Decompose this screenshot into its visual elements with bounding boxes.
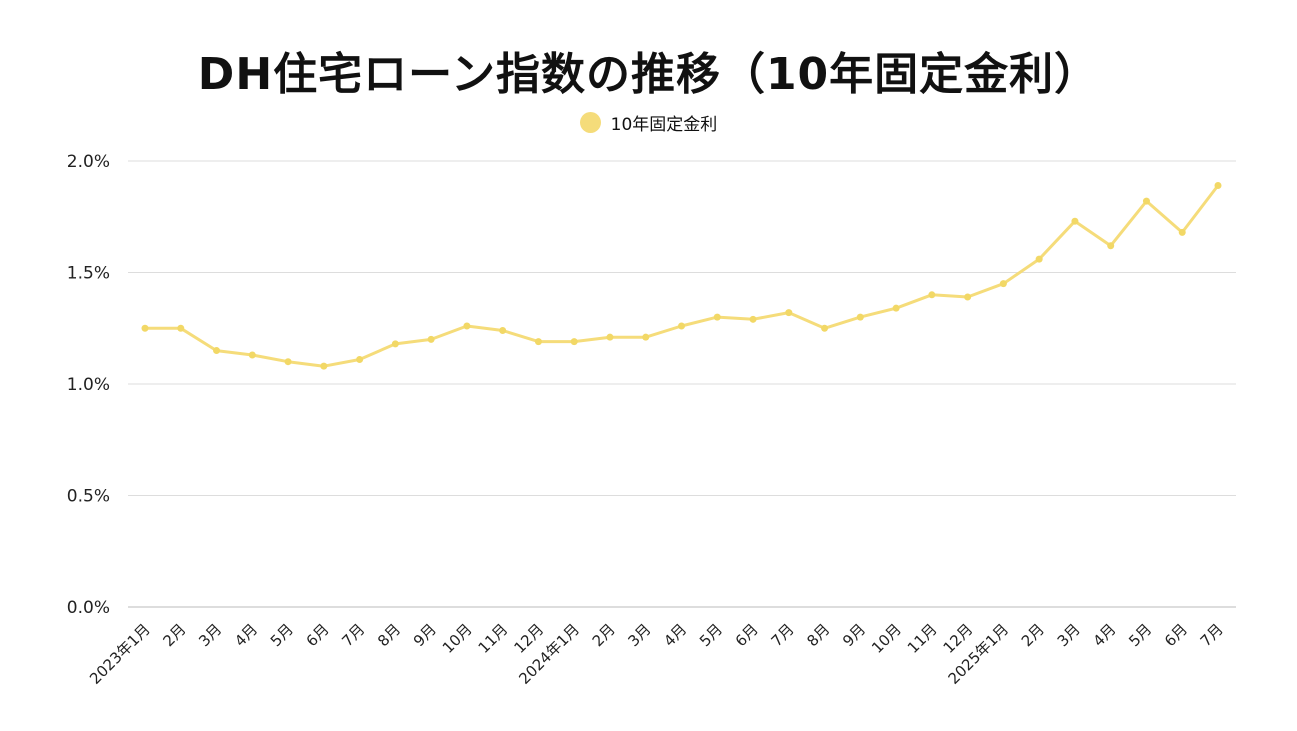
data-point	[499, 326, 507, 334]
data-point	[856, 313, 864, 321]
y-tick-label: 0.5%	[67, 487, 110, 507]
data-point	[570, 338, 578, 346]
data-point	[1214, 182, 1222, 190]
data-point	[928, 291, 936, 299]
x-tick-label: 10月	[868, 620, 905, 657]
x-tick-label: 3月	[624, 620, 654, 650]
data-point	[642, 333, 650, 341]
legend-swatch	[579, 112, 601, 133]
y-tick-label: 1.0%	[67, 375, 110, 395]
x-tick-label: 6月	[1161, 620, 1191, 650]
data-point	[1035, 255, 1043, 263]
data-point	[964, 293, 972, 301]
x-tick-label: 6月	[732, 620, 762, 650]
data-point	[284, 358, 292, 366]
legend: 10年固定金利	[0, 110, 1297, 135]
legend-label: 10年固定金利	[610, 115, 718, 135]
x-tick-label: 7月	[768, 620, 798, 650]
y-tick-label: 1.5%	[67, 264, 110, 284]
x-tick-label: 4月	[231, 620, 261, 650]
x-tick-label: 7月	[338, 620, 368, 650]
x-tick-label: 4月	[1089, 620, 1119, 650]
data-point	[1178, 228, 1186, 236]
x-tick-label: 11月	[475, 620, 512, 657]
x-tick-label: 7月	[1197, 620, 1227, 650]
data-point	[248, 351, 256, 359]
data-point	[356, 355, 364, 363]
x-tick-label: 5月	[267, 620, 297, 650]
data-point	[391, 340, 399, 348]
data-point	[213, 347, 221, 355]
x-tick-label: 2月	[1018, 620, 1048, 650]
data-point	[713, 313, 721, 321]
x-tick-label: 10月	[439, 620, 476, 657]
data-point	[999, 280, 1007, 288]
data-point	[749, 315, 757, 323]
data-point	[821, 324, 829, 332]
x-tick-label: 5月	[1125, 620, 1155, 650]
data-point	[534, 338, 542, 346]
data-point	[892, 304, 900, 312]
data-point	[1107, 242, 1115, 250]
data-point	[463, 322, 471, 330]
x-tick-label: 9月	[839, 620, 869, 650]
data-point	[678, 322, 685, 330]
x-tick-label: 11月	[904, 620, 941, 657]
data-point	[1142, 197, 1150, 205]
y-tick-label: 0.0%	[67, 598, 110, 618]
x-tick-label: 9月	[410, 620, 440, 650]
x-tick-label: 8月	[374, 620, 404, 650]
x-tick-label: 3月	[1054, 620, 1084, 650]
data-point	[141, 324, 149, 332]
chart-title: DH住宅ローン指数の推移（10年固定金利）	[197, 49, 1100, 100]
data-point	[606, 333, 614, 341]
x-tick-label: 3月	[195, 620, 225, 650]
grid-lines	[128, 160, 1236, 608]
series-line	[145, 184, 1220, 368]
x-tick-label: 2月	[160, 620, 190, 650]
x-tick-label: 6月	[303, 620, 333, 650]
y-tick-label: 2.0%	[67, 152, 110, 172]
x-tick-label: 5月	[696, 620, 726, 650]
data-point	[320, 362, 328, 370]
data-point	[177, 324, 185, 332]
data-point	[785, 309, 793, 317]
y-axis-ticks: 0.0% 0.5% 1.0% 1.5% 2.0%	[67, 152, 110, 618]
x-tick-label: 8月	[803, 620, 833, 650]
x-tick-label: 2023年1月	[86, 620, 154, 688]
data-point	[1071, 217, 1079, 225]
series-10y-fixed	[141, 182, 1222, 370]
x-tick-label: 2月	[589, 620, 619, 650]
x-tick-label: 4月	[660, 620, 690, 650]
data-point	[427, 335, 435, 343]
